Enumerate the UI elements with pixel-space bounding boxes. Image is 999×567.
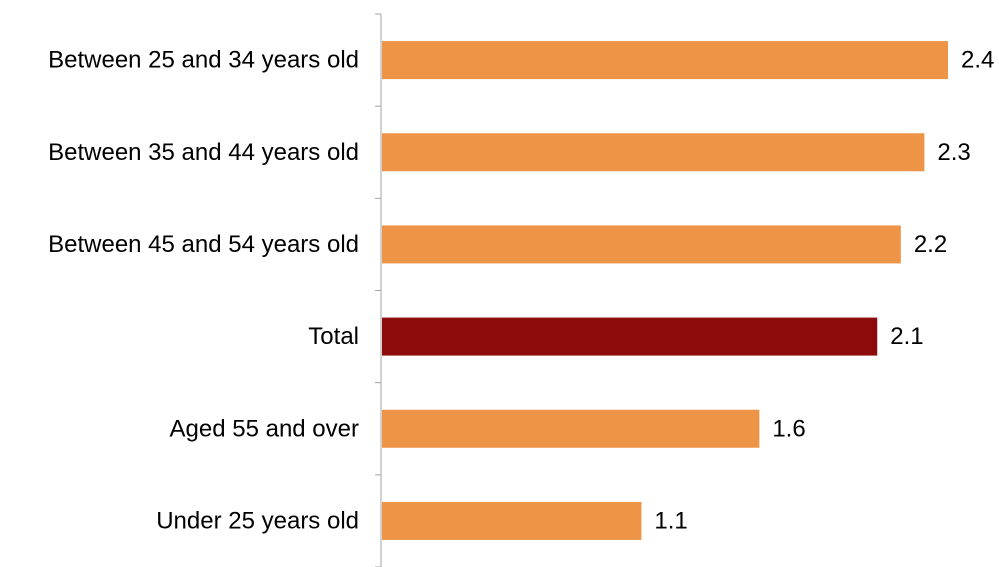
data-label: 1.1	[654, 507, 687, 534]
axis-layer	[375, 13, 382, 567]
data-label: 1.6	[772, 415, 805, 442]
bar-5	[382, 501, 642, 540]
bar-1	[382, 133, 925, 172]
bar-layer	[382, 41, 948, 540]
category-label: Aged 55 and over	[170, 415, 359, 442]
category-label: Between 45 and 54 years old	[48, 231, 359, 258]
category-label: Total	[308, 323, 359, 350]
data-label: 2.2	[914, 231, 947, 258]
category-label: Under 25 years old	[156, 507, 359, 534]
bar-0	[382, 41, 948, 80]
label-layer: Between 25 and 34 years old 2.4 Between 35…	[48, 47, 994, 535]
bar-2	[382, 225, 901, 264]
bar-4	[382, 409, 760, 448]
category-label: Between 35 and 44 years old	[48, 139, 359, 166]
data-label: 2.1	[890, 323, 923, 350]
data-label: 2.3	[937, 139, 970, 166]
data-label: 2.4	[961, 47, 994, 74]
category-label: Between 25 and 34 years old	[48, 47, 359, 74]
bar-3	[382, 317, 878, 356]
